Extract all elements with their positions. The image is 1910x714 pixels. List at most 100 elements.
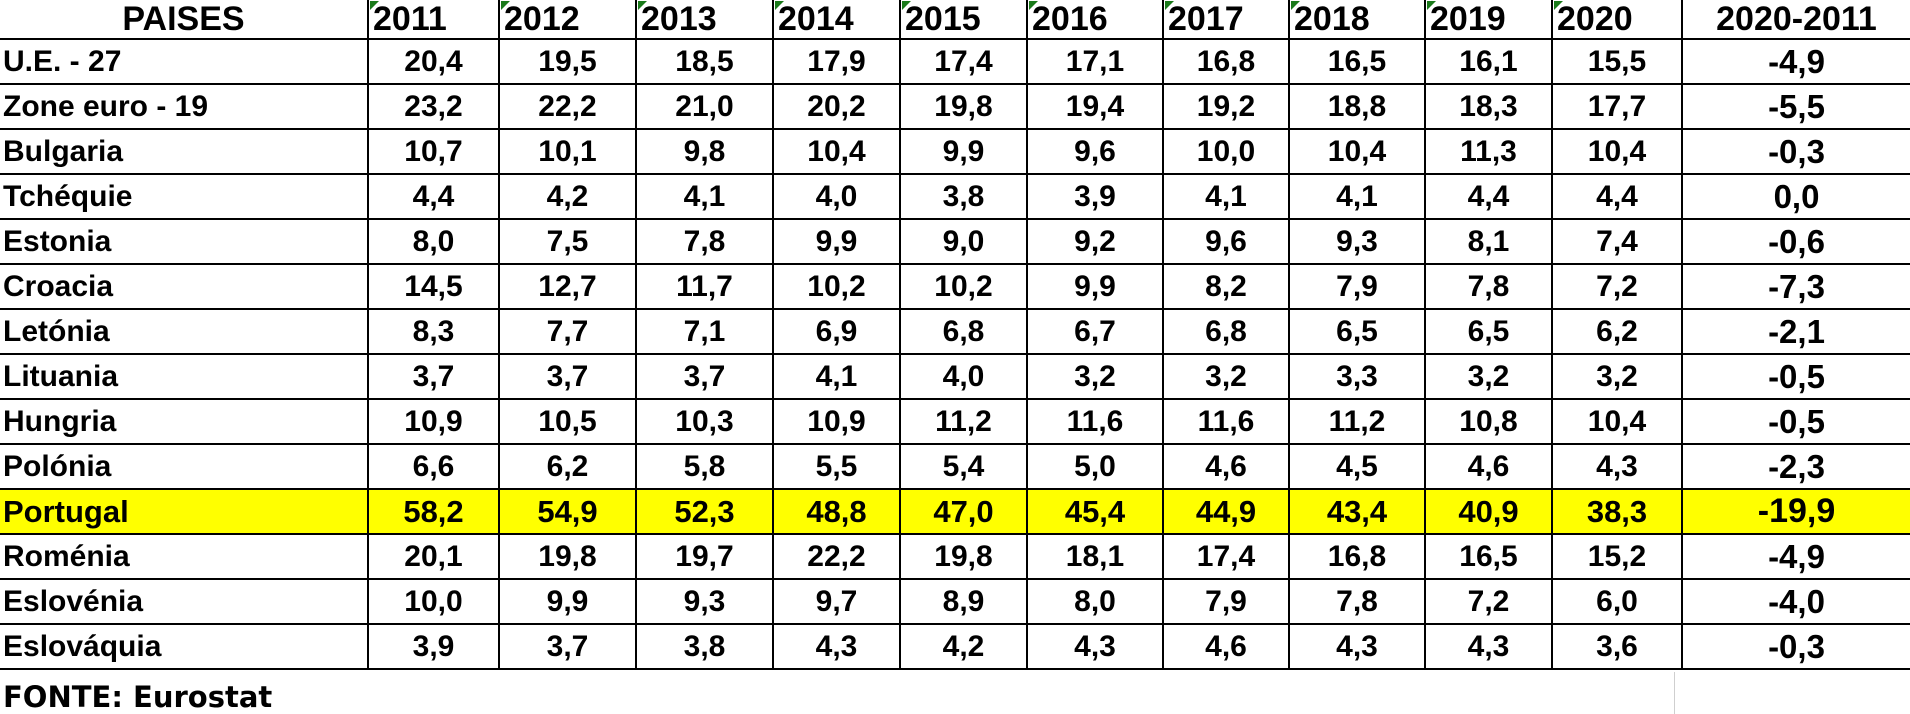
row-label: Bulgaria [0,128,368,174]
table-cell: 12,7 [498,263,636,309]
table-cell: 10,9 [772,398,900,444]
table-cell: 19,8 [498,533,636,579]
table-cell: 9,2 [1026,218,1163,264]
table-cell: 9,8 [635,128,773,174]
row-label: Tchéquie [0,173,368,219]
table-cell: 11,7 [635,263,773,309]
table-row: Polónia 6,6 6,2 5,8 5,5 5,4 5,0 4,6 4,5 4,6 4,3 -2,… [0,443,1910,489]
table-cell: 7,8 [1288,578,1425,624]
table-cell: 4,1 [772,353,900,399]
table-cell: -4,9 [1681,38,1910,84]
row-label: Eslovénia [0,578,368,624]
table-cell: 20,2 [772,83,900,129]
table-cell: 3,7 [635,353,773,399]
table-cell: 19,8 [899,83,1027,129]
table-cell: 6,5 [1424,308,1552,354]
table-cell: 10,4 [1288,128,1425,174]
table-cell: 14,5 [367,263,499,309]
table-cell: 20,4 [367,38,499,84]
table-cell: 9,9 [772,218,900,264]
table-cell: 16,1 [1424,38,1552,84]
table-cell: 17,9 [772,38,900,84]
table-cell: 9,6 [1162,218,1289,264]
table-cell: -7,3 [1681,263,1910,309]
table-cell: 10,4 [1551,398,1682,444]
table-cell: 4,4 [1424,173,1552,219]
table-cell: 10,4 [1551,128,1682,174]
table-cell: 19,5 [498,38,636,84]
table-cell: 9,7 [772,578,900,624]
row-label: Eslováquia [0,623,368,670]
table-cell: -0,6 [1681,218,1910,264]
table-cell: 4,1 [635,173,773,219]
table-body: U.E. - 27 20,4 19,5 18,5 17,9 17,4 17,1 16,8 16,… [0,38,1910,670]
table-cell: 5,8 [635,443,773,489]
table-cell: -0,5 [1681,398,1910,444]
table-cell: 18,5 [635,38,773,84]
table-row: Croacia 14,5 12,7 11,7 10,2 10,2 9,9 8,2 7,9 7,8 7… [0,263,1910,309]
table-cell: 3,2 [1162,353,1289,399]
table-row: Roménia 20,1 19,8 19,7 22,2 19,8 18,1 17,4 16,8 1… [0,533,1910,579]
table-cell: 16,5 [1424,533,1552,579]
table-cell: 10,4 [772,128,900,174]
row-label: Estonia [0,218,368,264]
table-cell: 4,6 [1162,623,1289,670]
table-cell: 3,9 [1026,173,1163,219]
table-cell: 10,5 [498,398,636,444]
column-divider-tail [1674,672,1675,714]
table-cell: 3,8 [899,173,1027,219]
table-cell: 0,0 [1681,173,1910,219]
table-cell: 7,9 [1162,578,1289,624]
table-cell: 4,2 [899,623,1027,670]
table-cell: -0,5 [1681,353,1910,399]
table-cell: 9,9 [899,128,1027,174]
row-label: Polónia [0,443,368,489]
header-col-2016: 2016 [1026,0,1163,39]
table-cell: 11,6 [1162,398,1289,444]
table-cell: 3,9 [367,623,499,670]
row-label: Zone euro - 19 [0,83,368,129]
table-cell: 5,5 [772,443,900,489]
table-cell: 7,2 [1424,578,1552,624]
table-cell: 10,3 [635,398,773,444]
table-cell: 38,3 [1551,488,1682,534]
table-cell: 7,4 [1551,218,1682,264]
table-cell: 9,3 [1288,218,1425,264]
table-cell: 3,7 [498,623,636,670]
table-cell: -5,5 [1681,83,1910,129]
table-cell: 17,7 [1551,83,1682,129]
table-cell: 19,4 [1026,83,1163,129]
header-col-2018: 2018 [1288,0,1425,39]
table-cell: 15,5 [1551,38,1682,84]
table-cell: 17,4 [1162,533,1289,579]
table-cell: 6,2 [1551,308,1682,354]
data-table: PAISES 2011 2012 2013 2014 2015 2016 2017 2018 2… [0,0,1910,670]
table-cell: 4,6 [1424,443,1552,489]
table-cell: 15,2 [1551,533,1682,579]
table-cell: 8,0 [1026,578,1163,624]
table-cell: 4,3 [772,623,900,670]
table-cell: 6,5 [1288,308,1425,354]
table-cell: 52,3 [635,488,773,534]
table-cell: 3,6 [1551,623,1682,670]
table-cell: 9,6 [1026,128,1163,174]
header-countries: PAISES [122,0,245,38]
table-cell: 3,7 [367,353,499,399]
table-cell: 11,2 [899,398,1027,444]
table-cell: 4,3 [1026,623,1163,670]
table-row: Hungria 10,9 10,5 10,3 10,9 11,2 11,6 11,6 11,2 1… [0,398,1910,444]
table-cell: 9,3 [635,578,773,624]
table-cell: 3,7 [498,353,636,399]
table-row: Portugal 58,2 54,9 52,3 48,8 47,0 45,4 44,9 43,4… [0,488,1910,534]
table-cell: 9,0 [899,218,1027,264]
table-cell: 54,9 [498,488,636,534]
table-row: Lituania 3,7 3,7 3,7 4,1 4,0 3,2 3,2 3,3 3,2 3,2 -0… [0,353,1910,399]
table-cell: 7,7 [498,308,636,354]
table-cell: 18,1 [1026,533,1163,579]
table-row: Estonia 8,0 7,5 7,8 9,9 9,0 9,2 9,6 9,3 8,1 7,4 -0,… [0,218,1910,264]
row-label: Portugal [0,488,368,534]
table-cell: 10,1 [498,128,636,174]
row-label: Lituania [0,353,368,399]
table-cell: 16,8 [1288,533,1425,579]
table-cell: 9,9 [1026,263,1163,309]
